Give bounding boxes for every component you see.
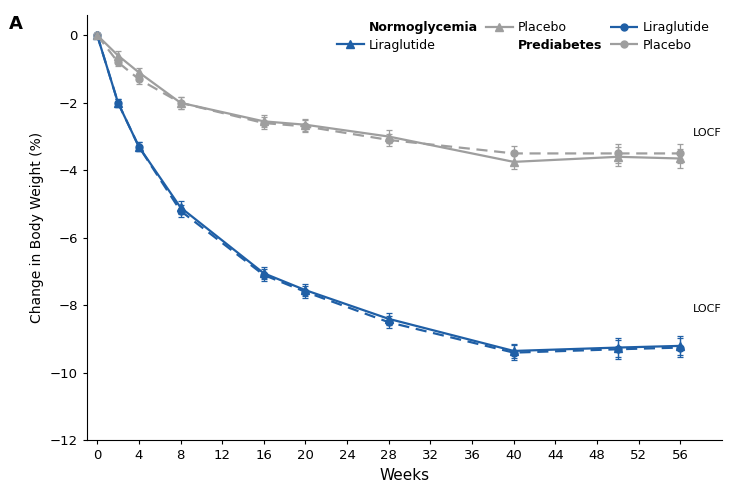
Text: LOCF: LOCF: [693, 128, 722, 138]
Text: A: A: [9, 15, 23, 33]
Text: LOCF: LOCF: [693, 304, 722, 314]
Y-axis label: Change in Body Weight (%): Change in Body Weight (%): [30, 132, 44, 323]
X-axis label: Weeks: Weeks: [379, 468, 430, 483]
Legend: Normoglycemia, Liraglutide, Placebo, Prediabetes, Liraglutide, Placebo: Normoglycemia, Liraglutide, Placebo, Pre…: [336, 21, 710, 52]
